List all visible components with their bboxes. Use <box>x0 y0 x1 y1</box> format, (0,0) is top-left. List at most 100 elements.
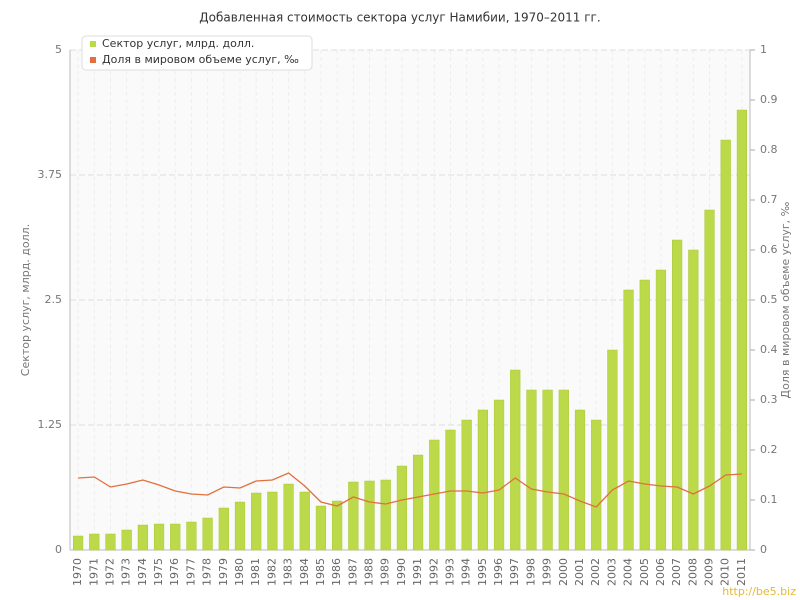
bar <box>170 523 181 551</box>
x-tick-label: 1974 <box>136 558 149 586</box>
x-tick-label: 1971 <box>87 558 100 586</box>
bar <box>526 389 537 551</box>
bar <box>623 289 634 551</box>
bar <box>283 483 294 551</box>
x-tick-label: 2000 <box>557 558 570 586</box>
x-tick-label: 1978 <box>201 558 214 586</box>
x-tick-label: 1997 <box>508 558 521 586</box>
bar <box>202 517 213 551</box>
x-tick-label: 1986 <box>330 558 343 586</box>
y2-tick-label: 0.7 <box>760 193 778 206</box>
x-tick-label: 1975 <box>152 558 165 586</box>
y-tick-label: 2.5 <box>45 293 63 306</box>
chart-title: Добавленная стоимость сектора услуг Нами… <box>199 11 600 25</box>
bar <box>105 533 116 551</box>
legend-box <box>81 35 313 71</box>
bar <box>186 521 197 551</box>
x-tick-label: 1981 <box>249 558 262 586</box>
x-tick-label: 2010 <box>719 558 732 586</box>
bar <box>655 269 667 551</box>
bar <box>380 479 391 551</box>
legend-swatch <box>90 57 96 63</box>
x-tick-label: 1970 <box>71 558 84 586</box>
bar <box>688 249 699 551</box>
bar <box>364 480 375 551</box>
y2-axis-title: Доля в мировом объеме услуг, ‰ <box>779 201 792 398</box>
x-tick-label: 1979 <box>217 558 230 586</box>
y-tick-label: 3.75 <box>38 168 63 181</box>
y2-tick-label: 0.1 <box>760 493 778 506</box>
x-tick-label: 2006 <box>654 558 667 586</box>
bar <box>89 533 100 551</box>
bar <box>267 491 278 551</box>
x-tick-label: 1973 <box>120 558 133 586</box>
bar <box>736 109 748 551</box>
x-tick-label: 2002 <box>589 558 602 586</box>
bar <box>510 369 521 551</box>
x-tick-label: 1994 <box>460 558 473 586</box>
bar <box>137 524 148 551</box>
y2-tick-label: 0.9 <box>760 93 778 106</box>
x-tick-label: 1987 <box>346 558 359 586</box>
bar <box>574 409 586 551</box>
bar <box>412 454 424 551</box>
x-tick-label: 2011 <box>735 558 748 586</box>
bar <box>315 505 327 551</box>
x-tick-label: 2004 <box>622 558 635 586</box>
bar <box>72 535 84 551</box>
x-tick-label: 1999 <box>541 558 554 586</box>
x-tick-label: 2001 <box>573 558 586 586</box>
y2-tick-label: 0 <box>760 543 767 556</box>
bar <box>153 523 165 551</box>
x-tick-label: 1993 <box>443 558 456 586</box>
legend-label: Сектор услуг, млрд. долл. <box>102 37 254 50</box>
y-axis-title: Сектор услуг, млрд. долл. <box>19 224 32 376</box>
bar <box>720 139 731 551</box>
y2-tick-label: 0.3 <box>760 393 778 406</box>
x-tick-label: 1980 <box>233 558 246 586</box>
y2-tick-label: 1 <box>760 43 767 56</box>
x-tick-label: 1985 <box>314 558 327 586</box>
x-tick-label: 1998 <box>524 558 537 586</box>
bar <box>396 465 408 551</box>
bar <box>542 389 553 551</box>
x-tick-label: 1982 <box>265 558 278 586</box>
x-tick-label: 1995 <box>476 558 489 586</box>
bar <box>251 492 262 551</box>
bar <box>234 501 246 551</box>
bar <box>672 239 683 551</box>
bar <box>607 349 618 551</box>
y2-tick-label: 0.4 <box>760 343 778 356</box>
bar <box>558 389 569 551</box>
bar <box>639 279 650 551</box>
y-tick-label: 1.25 <box>38 418 63 431</box>
x-tick-label: 2007 <box>670 558 683 586</box>
bar <box>121 529 132 551</box>
y2-tick-label: 0.6 <box>760 243 778 256</box>
y2-tick-label: 0.2 <box>760 443 778 456</box>
x-tick-label: 1988 <box>363 558 376 586</box>
x-tick-label: 1983 <box>282 558 295 586</box>
legend-label: Доля в мировом объеме услуг, ‰ <box>102 53 299 66</box>
x-tick-label: 1972 <box>103 558 116 586</box>
x-tick-label: 1992 <box>427 558 440 586</box>
bar <box>493 399 505 551</box>
x-tick-label: 1996 <box>492 558 505 586</box>
y-tick-label: 0 <box>55 543 62 556</box>
bar <box>445 429 456 551</box>
legend-swatch <box>90 41 96 47</box>
y-tick-label: 5 <box>55 43 62 56</box>
watermark: http://be5.biz <box>722 585 796 598</box>
bar <box>704 209 715 551</box>
x-tick-label: 2009 <box>703 558 716 586</box>
bar <box>477 409 488 551</box>
x-tick-label: 1990 <box>395 558 408 586</box>
bar <box>218 507 229 551</box>
x-tick-label: 1984 <box>298 558 311 586</box>
x-tick-label: 1989 <box>379 558 392 586</box>
bar <box>461 419 472 551</box>
bar <box>348 481 359 551</box>
x-tick-label: 2003 <box>605 558 618 586</box>
legend: Сектор услуг, млрд. долл. Доля в мировом … <box>81 35 313 71</box>
